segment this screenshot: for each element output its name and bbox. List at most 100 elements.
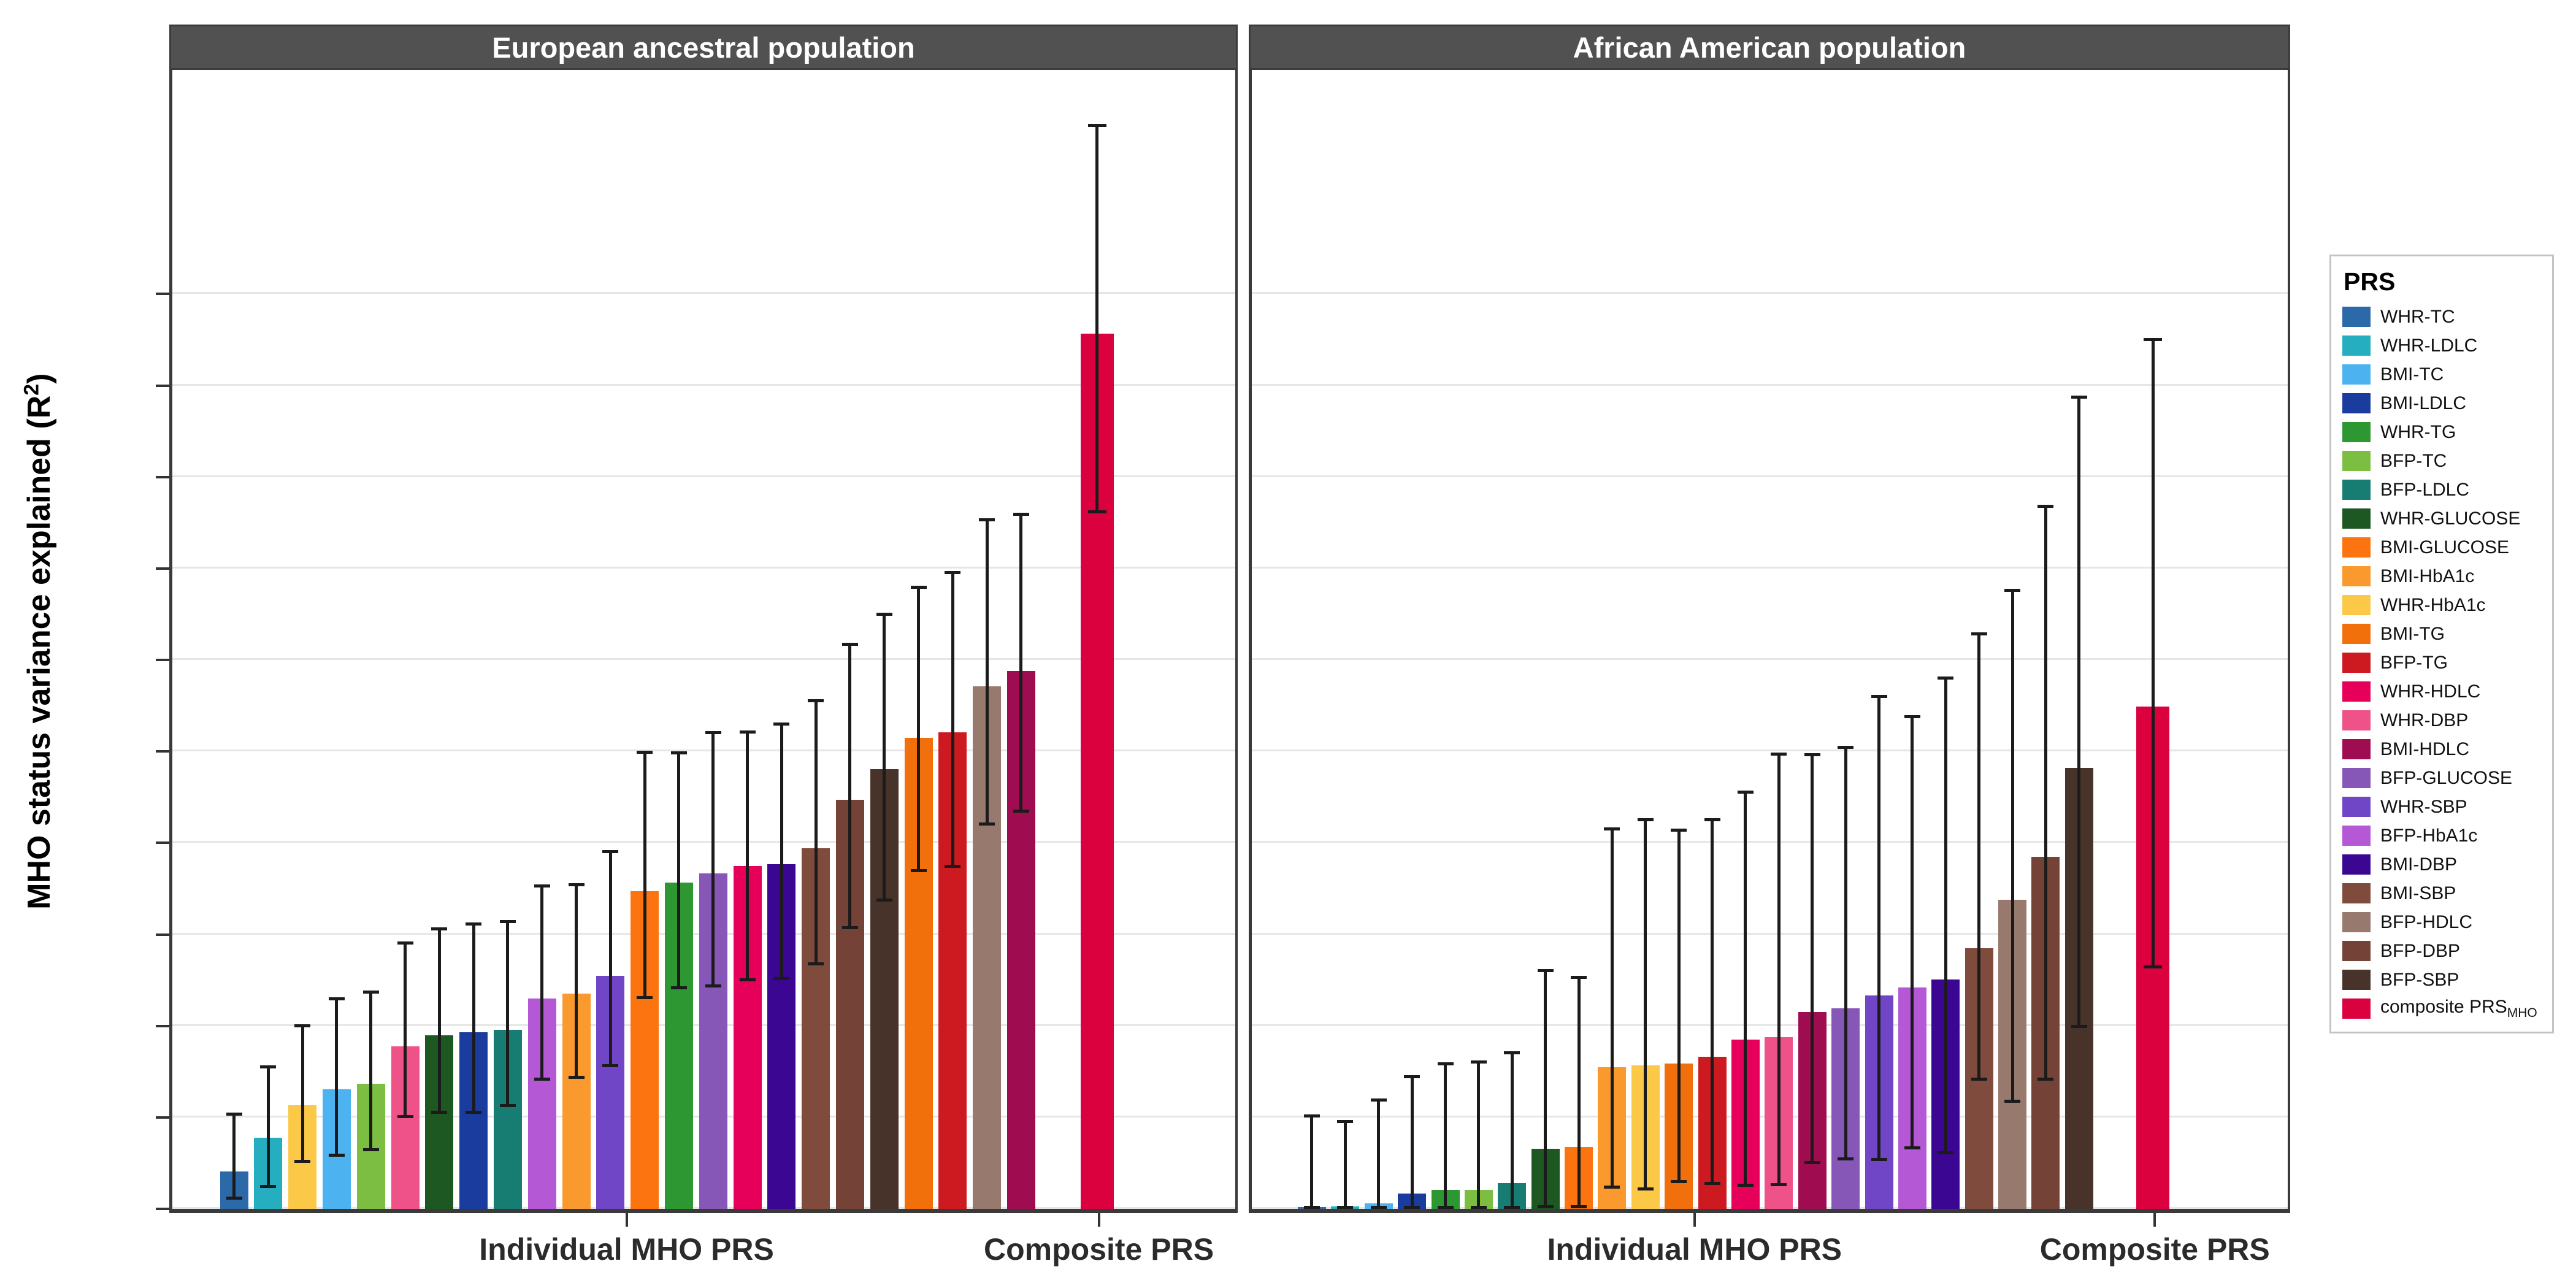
- panel-title-european-text: European ancestral population: [492, 31, 915, 64]
- errorbar-line: [1544, 969, 1547, 1208]
- errorbar-cap-bottom: [1504, 1206, 1520, 1209]
- errorbar-line: [1510, 1051, 1514, 1209]
- errorbar-line: [472, 922, 475, 1114]
- errorbar-cap-top: [2071, 396, 2087, 399]
- errorbar-line: [848, 642, 852, 929]
- errorbar-cap-top: [1303, 1114, 1320, 1118]
- legend-item-BFP-TG: BFP-TG: [2342, 648, 2541, 677]
- errorbar-cap-top: [2144, 338, 2163, 342]
- errorbar-BFP-TC: [1470, 1060, 1487, 1209]
- legend-item-WHR-GLUCOSE: WHR-GLUCOSE: [2342, 504, 2541, 533]
- y-axis-title-superscript: 2: [20, 384, 44, 396]
- errorbar-line: [643, 750, 646, 1000]
- errorbar-cap-top: [226, 1113, 242, 1116]
- errorbar-cap-top: [1537, 969, 1554, 973]
- errorbar-cap-top: [466, 922, 482, 926]
- errorbar-line: [1877, 694, 1881, 1162]
- errorbar-cap-bottom: [431, 1110, 448, 1114]
- errorbar-cap-top: [1504, 1051, 1520, 1055]
- errorbar-cap-bottom: [397, 1115, 413, 1119]
- legend-swatch-WHR-GLUCOSE: [2342, 508, 2371, 529]
- errorbar-cap-top: [499, 919, 516, 923]
- errorbar-line: [1944, 676, 1947, 1154]
- errorbar-cap-bottom: [602, 1064, 619, 1067]
- y-tick-mark-0.05: [156, 750, 169, 753]
- errorbar-cap-top: [1370, 1098, 1387, 1102]
- errorbar-cap-bottom: [1537, 1205, 1554, 1208]
- errorbar-line: [335, 997, 339, 1157]
- errorbar-cap-top: [1637, 818, 1654, 822]
- y-tick-mark-0.10: [156, 293, 169, 296]
- errorbar-cap-top: [1804, 753, 1820, 757]
- errorbar-cap-bottom: [773, 977, 790, 981]
- errorbar-WHR-HDLC: [739, 730, 756, 981]
- legend-item-WHR-LDLC: WHR-LDLC: [2342, 331, 2541, 360]
- errorbar-BMI-TG: [910, 586, 927, 873]
- panel-african-american: African American population Individual M…: [1249, 25, 2290, 1287]
- errorbar-cap-top: [362, 990, 379, 994]
- errorbar-BFP-SBP: [2071, 396, 2087, 1028]
- errorbar-line: [1095, 124, 1099, 514]
- legend-item-WHR-TC: WHR-TC: [2342, 302, 2541, 331]
- legend-swatch-BFP-SBP: [2342, 970, 2371, 990]
- errorbar-cap-top: [876, 612, 892, 616]
- errorbar-line: [1410, 1075, 1414, 1209]
- legend-swatch-BMI-HDLC: [2342, 739, 2371, 759]
- errorbar-line: [1811, 753, 1814, 1164]
- errorbar-cap-bottom: [910, 869, 927, 873]
- legend-item-BMI-TG: BMI-TG: [2342, 619, 2541, 648]
- errorbar-cap-bottom: [499, 1104, 516, 1108]
- errorbar-cap-top: [910, 586, 927, 589]
- errorbar-cap-bottom: [1704, 1182, 1720, 1186]
- errorbar-cap-bottom: [808, 962, 824, 966]
- errorbar-cap-top: [979, 518, 995, 521]
- errorbar-cap-top: [841, 642, 858, 646]
- errorbar-cap-bottom: [1637, 1187, 1654, 1191]
- errorbar-cap-bottom: [739, 978, 756, 981]
- legend-swatch-composite: [2342, 999, 2371, 1019]
- gridline-0.09: [172, 383, 1235, 386]
- errorbar-cap-top: [808, 699, 824, 703]
- errorbar-BMI-LDLC: [1404, 1075, 1420, 1209]
- errorbar-line: [677, 751, 681, 990]
- x-axis-label-composite-prs: Composite PRS: [2039, 1232, 2270, 1267]
- legend-label-BFP-TG: BFP-TG: [2380, 652, 2448, 673]
- errorbar-cap-bottom: [1303, 1206, 1320, 1209]
- errorbar-BFP-HbA1c: [1904, 715, 1920, 1150]
- errorbar-cap-bottom: [1337, 1206, 1354, 1209]
- errorbar-BFP-GLUCOSE: [1838, 746, 1854, 1160]
- legend-item-WHR-HbA1c: WHR-HbA1c: [2342, 591, 2541, 619]
- errorbar-line: [1019, 512, 1023, 813]
- errorbar-WHR-HDLC: [1737, 791, 1754, 1187]
- errorbar-line: [1477, 1060, 1481, 1209]
- errorbar-cap-bottom: [1571, 1205, 1587, 1208]
- x-tick-mark-composite: [2153, 1213, 2156, 1227]
- legend-swatch-BMI-TG: [2342, 624, 2371, 644]
- errorbar-composite: [1087, 124, 1106, 514]
- legend-label-BMI-LDLC: BMI-LDLC: [2380, 393, 2467, 413]
- errorbar-line: [780, 722, 783, 981]
- errorbar-WHR-TG: [1437, 1062, 1454, 1209]
- errorbar-line: [369, 990, 373, 1152]
- errorbar-cap-bottom: [1013, 810, 1029, 813]
- errorbar-BFP-DBP: [841, 642, 858, 929]
- errorbar-line: [711, 731, 715, 988]
- legend-label-WHR-TG: WHR-TG: [2380, 421, 2456, 442]
- errorbar-cap-bottom: [260, 1184, 277, 1188]
- errorbar-cap-bottom: [1938, 1151, 1954, 1154]
- errorbar-cap-top: [534, 884, 550, 887]
- legend-label-BMI-HDLC: BMI-HDLC: [2380, 738, 2470, 759]
- errorbar-BFP-LDLC: [1504, 1051, 1520, 1209]
- errorbar-cap-top: [1671, 828, 1687, 832]
- errorbar-line: [1777, 752, 1781, 1186]
- legend-item-BFP-GLUCOSE: BFP-GLUCOSE: [2342, 764, 2541, 792]
- errorbar-cap-top: [773, 722, 790, 726]
- errorbar-cap-top: [1604, 827, 1620, 831]
- errorbar-cap-bottom: [1437, 1206, 1454, 1209]
- errorbar-BMI-DBP: [773, 722, 790, 981]
- errorbar-cap-top: [670, 751, 687, 755]
- plot-area-european: 0.000.010.020.030.040.050.060.070.080.09…: [156, 70, 1238, 1213]
- legend-swatch-BFP-HDLC: [2342, 912, 2371, 932]
- legend-label-WHR-SBP: WHR-SBP: [2380, 796, 2467, 817]
